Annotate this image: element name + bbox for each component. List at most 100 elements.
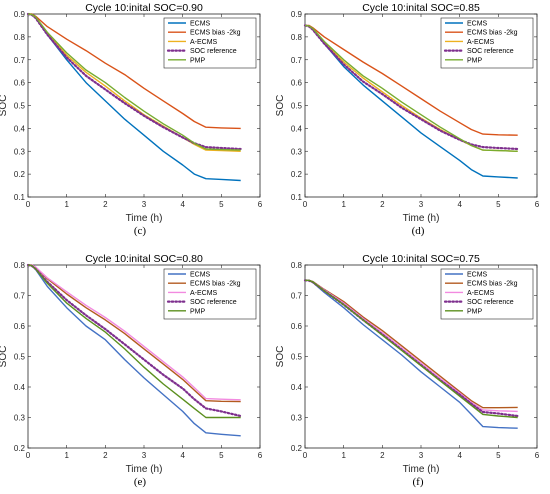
- x-tick-label: 4: [457, 451, 462, 460]
- x-tick-label: 4: [180, 200, 185, 209]
- panel-label: (e): [134, 476, 147, 488]
- y-tick-label: 0.8: [291, 261, 303, 270]
- y-tick-label: 0.5: [291, 353, 303, 362]
- series-line-ecms-bias-2kg: [305, 24, 518, 136]
- x-axis-label: Time (h): [126, 213, 163, 224]
- legend-entry: PMP: [190, 57, 206, 64]
- y-tick-label: 0.4: [291, 124, 303, 133]
- legend-entry: SOC reference: [467, 299, 514, 306]
- x-tick-label: 1: [64, 200, 69, 209]
- x-tick-label: 6: [535, 200, 540, 209]
- panel-label: (c): [134, 225, 147, 237]
- y-tick-label: 0.7: [14, 56, 26, 65]
- x-tick-label: 1: [341, 451, 346, 460]
- y-tick-label: 0.3: [14, 147, 26, 156]
- y-tick-label: 0.2: [291, 170, 303, 179]
- x-axis-label: Time (h): [126, 464, 163, 475]
- chart-panel: Cycle 10:inital SOC=0.90 0 1 2 3 4 5 6 0.1 0.2 0.3…: [0, 2, 263, 237]
- x-tick-label: 1: [341, 200, 346, 209]
- y-axis-label: SOC: [275, 95, 286, 117]
- x-tick-label: 6: [535, 451, 540, 460]
- series-line-pmp: [27, 264, 241, 419]
- legend-entry: ECMS: [190, 272, 211, 279]
- y-tick-label: 0.6: [14, 79, 26, 88]
- y-tick-label: 0.3: [14, 414, 26, 423]
- x-tick-label: 6: [258, 451, 263, 460]
- x-tick-label: 5: [496, 451, 501, 460]
- legend-entry: A-ECMS: [467, 290, 495, 297]
- legend-entry: SOC reference: [190, 48, 237, 55]
- x-tick-label: 0: [26, 200, 31, 209]
- x-tick-label: 3: [142, 451, 147, 460]
- chart-panel: Cycle 10:inital SOC=0.80 0 1 2 3 4 5 6 0.2 0.3 0.4…: [0, 253, 263, 488]
- chart-panel: Cycle 10:inital SOC=0.85 0 1 2 3 4 5 6 0.1 0.2 0.3…: [275, 2, 540, 237]
- x-tick-label: 5: [496, 200, 501, 209]
- legend: ECMS ECMS bias -2kg A-ECMS SOC reference PMP: [163, 268, 257, 320]
- legend-entry: A-ECMS: [190, 39, 218, 46]
- x-tick-label: 6: [258, 200, 263, 209]
- x-axis-label: Time (h): [403, 464, 440, 475]
- x-tick-label: 2: [380, 200, 385, 209]
- legend-entry: ECMS bias -2kg: [467, 281, 518, 288]
- y-tick-label: 0.5: [14, 353, 26, 362]
- x-tick-label: 2: [103, 200, 108, 209]
- series-line-a-ecms: [28, 264, 241, 401]
- legend-entry: SOC reference: [467, 48, 514, 55]
- y-axis-label: SOC: [0, 346, 9, 368]
- y-tick-label: 0.5: [14, 102, 26, 111]
- y-tick-label: 0.6: [14, 322, 26, 331]
- y-tick-label: 0.8: [14, 261, 26, 270]
- y-tick-label: 0.2: [291, 444, 303, 453]
- legend-entry: ECMS bias -2kg: [467, 30, 518, 37]
- x-tick-label: 5: [219, 200, 224, 209]
- y-tick-label: 0.4: [14, 383, 26, 392]
- y-tick-label: 0.3: [291, 414, 303, 423]
- x-tick-label: 3: [419, 451, 424, 460]
- x-tick-label: 0: [303, 451, 308, 460]
- series-line-soc-reference: [26, 12, 242, 151]
- y-tick-label: 0.2: [14, 444, 26, 453]
- legend: ECMS ECMS bias -2kg A-ECMS SOC reference PMP: [440, 268, 534, 320]
- x-tick-label: 0: [303, 200, 308, 209]
- y-tick-label: 0.2: [14, 170, 26, 179]
- series-line-pmp: [304, 24, 518, 152]
- legend-entry: SOC reference: [190, 299, 237, 306]
- series-line-pmp: [305, 279, 518, 419]
- chart-title: Cycle 10:inital SOC=0.85: [362, 2, 480, 14]
- legend-entry: PMP: [467, 308, 483, 315]
- panel-label: (d): [412, 225, 425, 237]
- legend-entry: A-ECMS: [467, 39, 495, 46]
- series-line-ecms-bias-2kg: [28, 13, 241, 130]
- y-tick-label: 0.7: [291, 292, 303, 301]
- y-tick-label: 0.6: [291, 79, 303, 88]
- x-tick-label: 3: [419, 200, 424, 209]
- y-tick-label: 0.7: [14, 292, 26, 301]
- y-tick-label: 0.1: [14, 193, 26, 202]
- y-axis-label: SOC: [0, 95, 9, 117]
- x-tick-label: 0: [26, 451, 31, 460]
- legend-entry: ECMS bias -2kg: [190, 30, 241, 37]
- y-axis-label: SOC: [275, 346, 286, 368]
- legend: ECMS ECMS bias -2kg A-ECMS SOC reference PMP: [440, 17, 534, 69]
- y-tick-label: 0.9: [14, 10, 26, 19]
- chart-title: Cycle 10:inital SOC=0.90: [85, 2, 203, 14]
- chart-panel: Cycle 10:inital SOC=0.75 0 1 2 3 4 5 6 0.2 0.3 0.4…: [275, 253, 540, 488]
- chart-title: Cycle 10:inital SOC=0.75: [362, 253, 480, 265]
- y-tick-label: 0.7: [291, 56, 303, 65]
- x-tick-label: 4: [180, 451, 185, 460]
- legend-entry: ECMS: [467, 21, 488, 28]
- x-tick-label: 4: [457, 200, 462, 209]
- x-axis-label: Time (h): [403, 213, 440, 224]
- series-line-pmp: [27, 13, 241, 151]
- legend-entry: PMP: [190, 308, 206, 315]
- legend: ECMS ECMS bias -2kg A-ECMS SOC reference PMP: [163, 17, 257, 69]
- series-line-soc-reference: [303, 24, 519, 151]
- x-tick-label: 2: [380, 451, 385, 460]
- y-tick-label: 0.3: [291, 147, 303, 156]
- x-tick-label: 3: [142, 200, 147, 209]
- legend-entry: ECMS: [190, 21, 211, 28]
- legend-entry: ECMS bias -2kg: [190, 281, 241, 288]
- x-tick-label: 5: [219, 451, 224, 460]
- x-tick-label: 1: [64, 451, 69, 460]
